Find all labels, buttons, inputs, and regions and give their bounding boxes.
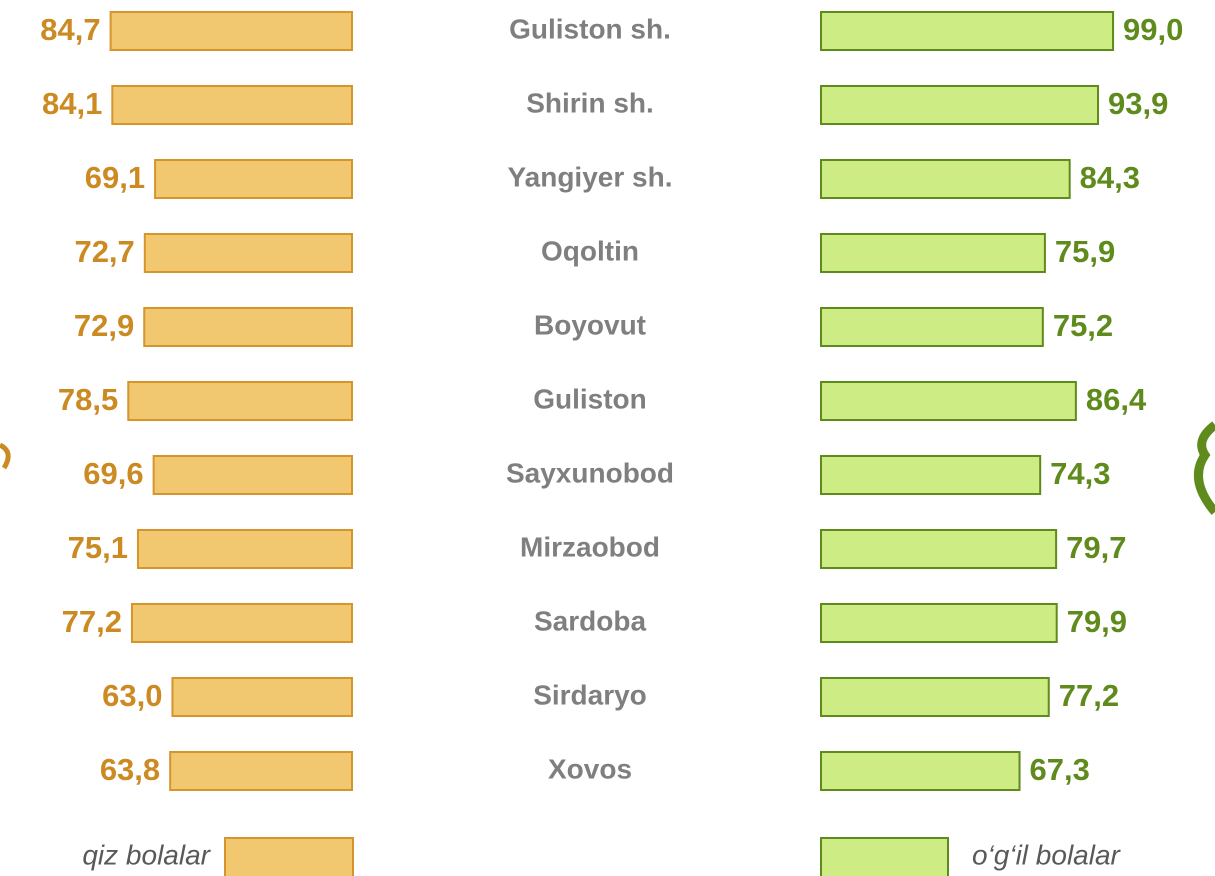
decoration	[0, 442, 11, 470]
value-label: 69,1	[85, 160, 145, 195]
bar	[820, 233, 1046, 273]
value-label: 75,9	[1055, 234, 1115, 269]
value-label: 72,9	[74, 308, 134, 343]
category-label: Yangiyer sh.	[508, 161, 673, 192]
category-label: Mirzaobod	[520, 531, 660, 562]
category-label: Xovos	[548, 753, 632, 784]
legend-swatch	[820, 837, 949, 876]
value-label: 75,1	[68, 530, 128, 565]
category-label: Guliston sh.	[509, 13, 671, 44]
value-label: 63,8	[100, 752, 160, 787]
bar	[820, 603, 1058, 643]
category-label: Sardoba	[534, 605, 646, 636]
bar	[130, 603, 353, 643]
legend-swatch	[224, 837, 354, 876]
bar	[820, 381, 1077, 421]
bar	[820, 159, 1071, 199]
value-label: 74,3	[1050, 456, 1110, 491]
value-label: 84,3	[1080, 160, 1140, 195]
bar	[820, 677, 1050, 717]
category-label: Boyovut	[534, 309, 646, 340]
value-label: 69,6	[83, 456, 143, 491]
bar	[111, 85, 353, 125]
value-label: 93,9	[1108, 86, 1168, 121]
category-label: Guliston	[533, 383, 647, 414]
category-label: Sayxunobod	[506, 457, 674, 488]
bar	[820, 455, 1042, 495]
category-label: Shirin sh.	[526, 87, 654, 118]
value-label: 84,7	[40, 12, 100, 47]
value-label: 79,7	[1066, 530, 1126, 565]
bar	[109, 11, 354, 51]
value-label: 79,9	[1067, 604, 1127, 639]
value-label: 67,3	[1030, 752, 1090, 787]
bar	[127, 381, 353, 421]
bar	[820, 11, 1115, 51]
bar	[820, 85, 1100, 125]
value-label: 84,1	[42, 86, 102, 121]
value-label: 77,2	[62, 604, 122, 639]
decoration	[1194, 421, 1215, 515]
bar	[154, 159, 353, 199]
value-label: 63,0	[102, 678, 162, 713]
value-label: 72,7	[74, 234, 134, 269]
bar	[169, 751, 353, 791]
value-label: 86,4	[1086, 382, 1147, 417]
value-label: 75,2	[1053, 308, 1113, 343]
legend-label: o‘g‘il bolalar	[972, 839, 1122, 870]
bar	[143, 307, 353, 347]
bar	[171, 677, 353, 717]
value-label: 99,0	[1123, 12, 1183, 47]
bar	[152, 455, 353, 495]
value-label: 77,2	[1059, 678, 1119, 713]
legend-label: qiz bolalar	[82, 839, 211, 870]
category-label: Sirdaryo	[533, 679, 647, 710]
bar	[136, 529, 353, 569]
value-label: 78,5	[58, 382, 118, 417]
bar	[820, 307, 1044, 347]
bar	[820, 751, 1021, 791]
bar	[143, 233, 353, 273]
category-label: Oqoltin	[541, 235, 639, 266]
bar	[820, 529, 1058, 569]
